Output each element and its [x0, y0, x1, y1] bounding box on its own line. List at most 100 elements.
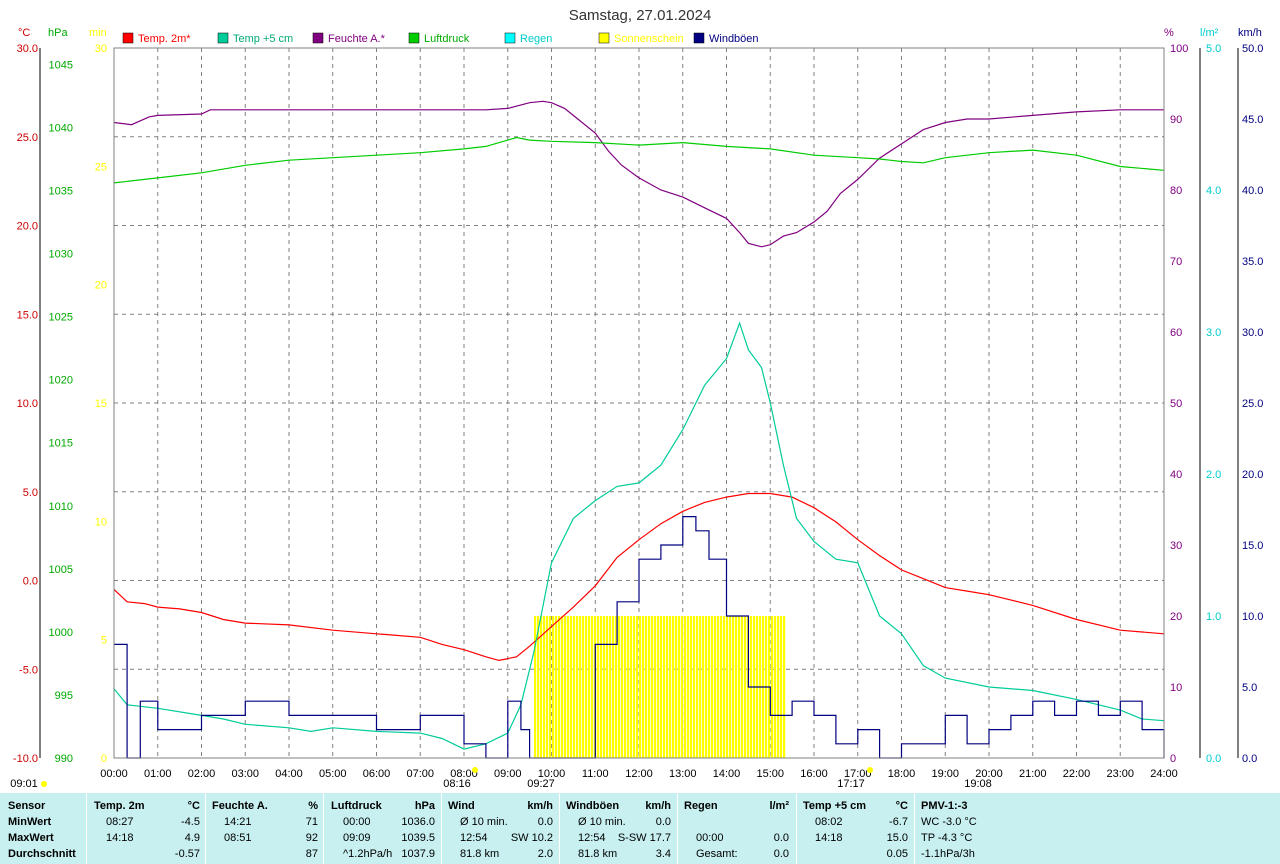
time-tick-label: 10:00: [538, 768, 566, 780]
stats-separator: [86, 793, 87, 864]
tick-label-temp: 10.0: [17, 398, 38, 410]
sunshine-bar: [771, 616, 774, 758]
sunshine-bar: [651, 616, 654, 758]
sunshine-bar: [744, 616, 747, 758]
series-line: [114, 516, 1165, 759]
time-tick-label: 21:00: [1019, 768, 1047, 780]
sunshine-bar: [615, 616, 618, 758]
stats-separator: [914, 793, 915, 864]
sunshine-bar: [732, 616, 735, 758]
stats-cell-gust: Ø 10 min.: [578, 816, 626, 828]
time-tick-label: 17:00: [844, 768, 872, 780]
stats-separator: [205, 793, 206, 864]
stats-value-pressure: 1036.0: [401, 816, 435, 828]
legend-swatch: [122, 32, 134, 44]
tick-label-pressure: 1030: [49, 249, 73, 261]
stats-header-pmv: PMV-1:-3: [921, 800, 968, 812]
stats-cell-rain: Gesamt:: [696, 848, 738, 860]
tick-label-pressure: 1020: [49, 375, 73, 387]
time-tick-label: 22:00: [1063, 768, 1091, 780]
stats-value-rain: 0.0: [773, 832, 789, 844]
stats-cell-temp5: 08:02: [815, 816, 843, 828]
tick-label-pressure: 1005: [49, 564, 73, 576]
sunshine-bar: [597, 616, 600, 758]
time-tick-label: 15:00: [756, 768, 784, 780]
tick-label-humidity: 0: [1170, 753, 1176, 765]
stats-header-pressure: Luftdruck: [331, 800, 382, 812]
sunshine-bar: [684, 616, 687, 758]
time-tick-label: 05:00: [319, 768, 347, 780]
tick-label-wind: 35.0: [1242, 256, 1263, 268]
stats-value-temp2m: 4.9: [184, 832, 200, 844]
sunshine-bar: [555, 616, 558, 758]
time-tick-label: 24:00: [1150, 768, 1178, 780]
legend-swatch: [312, 32, 324, 44]
time-tick-label: 09:00: [494, 768, 522, 780]
tick-label-rain: 2.0: [1206, 469, 1221, 481]
tick-label-wind: 15.0: [1242, 540, 1263, 552]
stats-cell-pressure: ^1.2hPa/h: [343, 848, 393, 860]
tick-label-humidity: 70: [1170, 256, 1182, 268]
stats-header-gust: Windböen: [566, 800, 620, 812]
legend-swatch: [693, 32, 705, 44]
sunshine-bar: [633, 616, 636, 758]
tick-label-pressure: 1015: [49, 438, 73, 450]
sunshine-bar: [636, 616, 639, 758]
tick-label-humidity: 100: [1170, 43, 1188, 55]
stats-cell-pressure: 09:09: [343, 832, 371, 844]
time-tick-label: 11:00: [582, 768, 609, 780]
series-line: [113, 100, 1164, 248]
tick-label-wind: 45.0: [1242, 114, 1263, 126]
stats-separator: [323, 793, 324, 864]
sunshine-bar: [663, 616, 666, 758]
time-tick-label: 02:00: [188, 768, 216, 780]
stats-unit-wind: km/h: [527, 800, 553, 812]
tick-label-humidity: 20: [1170, 611, 1182, 623]
sun-icon: [41, 781, 47, 787]
sunshine-bar: [543, 616, 546, 758]
tick-label-pressure: 1025: [49, 312, 73, 324]
sunshine-bar: [714, 616, 717, 758]
event-label: 17:17: [837, 778, 865, 790]
stats-value-wind: 0.0: [537, 816, 553, 828]
tick-label-temp: -5.0: [19, 664, 38, 676]
sunshine-bar: [645, 616, 648, 758]
stats-cell-rain: 00:00: [696, 832, 724, 844]
sunshine-bar: [726, 616, 729, 758]
event-label: 09:01: [10, 778, 38, 790]
stats-cell-wind: Ø 10 min.: [460, 816, 508, 828]
tick-label-temp: 0.0: [23, 576, 38, 588]
series-line: [113, 321, 1165, 750]
tick-label-wind: 25.0: [1242, 398, 1263, 410]
stats-cell-wind: 81.8 km: [460, 848, 500, 860]
legend-label: Temp +5 cm: [233, 33, 293, 45]
tick-label-rain: 4.0: [1206, 185, 1221, 197]
sunshine-bar: [672, 616, 675, 758]
stats-value-humidity: 92: [305, 832, 318, 844]
stats-unit-gust: km/h: [645, 800, 671, 812]
tick-label-rain: 3.0: [1206, 327, 1221, 339]
time-tick-label: 03:00: [231, 768, 259, 780]
sunshine-bar: [573, 616, 576, 758]
time-tick-label: 08:00: [450, 768, 478, 780]
plot-frame: [113, 47, 1165, 759]
sunshine-bar: [591, 616, 594, 758]
tick-label-wind: 30.0: [1242, 327, 1263, 339]
stats-unit-temp5: °C: [895, 800, 908, 812]
sunshine-bar: [579, 616, 582, 758]
series-line: [113, 492, 1165, 662]
sunshine-bar: [612, 616, 615, 758]
tick-label-pressure: 1035: [49, 186, 73, 198]
axis-unit-humidity: %: [1164, 27, 1174, 39]
sunshine-bar: [546, 616, 549, 758]
tick-label-humidity: 10: [1170, 682, 1182, 694]
sunshine-bar: [660, 616, 663, 758]
stats-unit-humidity: %: [308, 800, 318, 812]
stats-value-temp5: 15.0: [886, 832, 908, 844]
statistics-table: Sensor MinWert MaxWert Durchschnitt Temp…: [0, 793, 1280, 864]
legend-label: Temp. 2m*: [138, 33, 191, 45]
stats-value-gust: 0.0: [655, 816, 671, 828]
stats-separator: [559, 793, 560, 864]
axis-unit-pressure: hPa: [48, 27, 68, 39]
tick-label-wind: 40.0: [1242, 185, 1263, 197]
